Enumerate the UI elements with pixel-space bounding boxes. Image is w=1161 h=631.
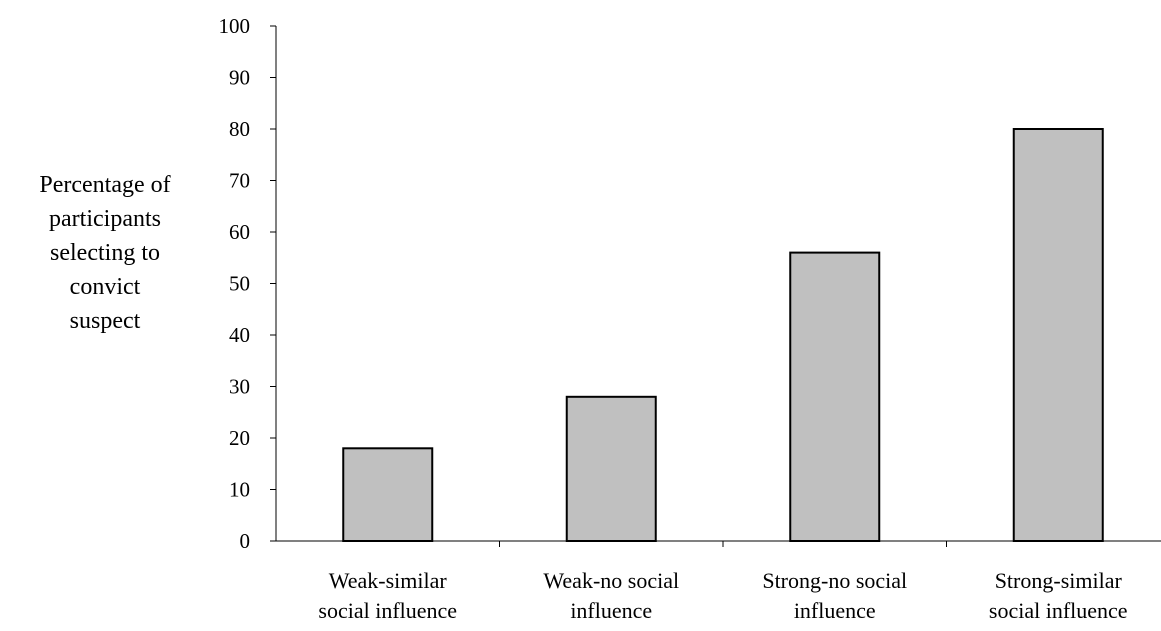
y-axis-label-line: suspect bbox=[70, 308, 141, 334]
y-tick-label: 100 bbox=[219, 14, 251, 38]
y-tick-label: 40 bbox=[229, 323, 250, 347]
y-axis-label-line: selecting to bbox=[50, 240, 160, 266]
bars bbox=[342, 128, 1104, 542]
y-tick-label: 90 bbox=[229, 66, 250, 90]
y-tick-label: 20 bbox=[229, 426, 250, 450]
y-tick-label: 10 bbox=[229, 478, 250, 502]
y-tick-label: 70 bbox=[229, 169, 250, 193]
y-tick-label: 30 bbox=[229, 375, 250, 399]
y-tick-label: 80 bbox=[229, 117, 250, 141]
x-category-label: Weak-no social bbox=[543, 568, 679, 593]
y-tick-label: 50 bbox=[229, 272, 250, 296]
y-axis-label-line: participants bbox=[49, 206, 161, 232]
y-axis-label-line: Percentage of bbox=[39, 172, 170, 198]
x-category-label: social influence bbox=[989, 598, 1128, 623]
y-axis-label-line: convict bbox=[70, 274, 141, 300]
x-category-label: influence bbox=[794, 598, 876, 623]
bar bbox=[565, 395, 657, 542]
bar bbox=[789, 251, 881, 542]
y-axis-ticks: 0 10 20 30 40 50 60 70 80 90 100 bbox=[219, 14, 276, 553]
y-tick-label: 60 bbox=[229, 220, 250, 244]
y-tick-label: 0 bbox=[240, 529, 251, 553]
x-category-label: influence bbox=[570, 598, 652, 623]
y-axis-label: Percentage of participants selecting to con… bbox=[39, 172, 170, 334]
x-category-label: Strong-similar bbox=[995, 568, 1123, 593]
x-axis-categories: Weak-similar social influence Weak-no soci… bbox=[318, 568, 1127, 623]
x-category-label: Weak-similar bbox=[329, 568, 448, 593]
x-category-label: Strong-no social bbox=[762, 568, 907, 593]
bar bbox=[1012, 128, 1104, 542]
axes bbox=[275, 26, 1161, 547]
bar bbox=[342, 447, 434, 542]
x-category-label: social influence bbox=[318, 598, 457, 623]
